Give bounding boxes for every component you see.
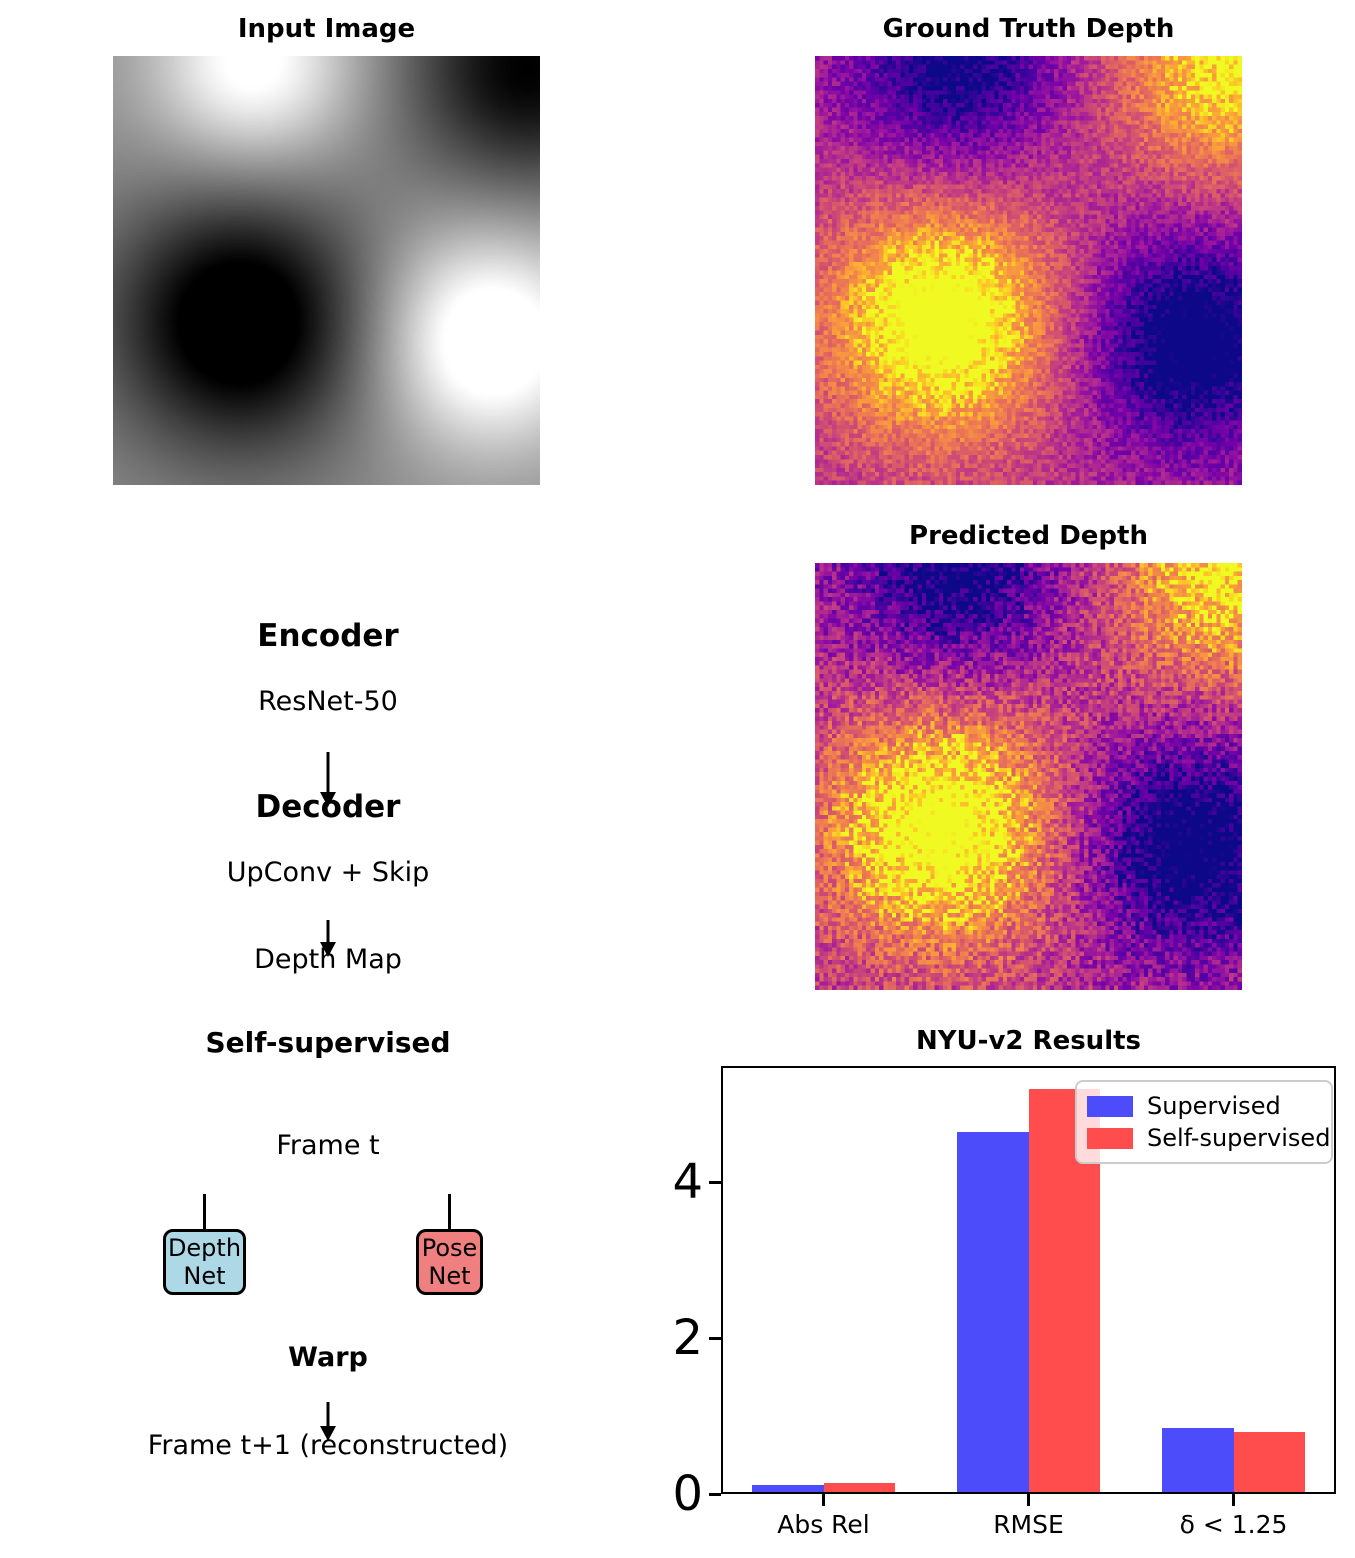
legend-entry-self-supervised: Self-supervised bbox=[1087, 1122, 1331, 1154]
plot-frame bbox=[721, 1066, 1336, 1494]
connector-line bbox=[448, 1194, 451, 1230]
predicted-depth-title: Predicted Depth bbox=[909, 521, 1148, 551]
bar-chart-plot-area: Supervised Self-supervised Abs Rel RMSE δ … bbox=[672, 1066, 1336, 1539]
x-tick-label: RMSE bbox=[993, 1510, 1064, 1539]
bar-supervised--1-25 bbox=[1161, 1427, 1234, 1494]
y-tick-mark bbox=[709, 1180, 721, 1184]
y-tick-label: 2 bbox=[672, 1310, 703, 1367]
legend-swatch-self-supervised bbox=[1087, 1127, 1133, 1149]
x-tick-mark bbox=[1232, 1494, 1235, 1506]
frame-t-label: Frame t bbox=[276, 1130, 380, 1161]
arrow-down-icon bbox=[320, 920, 336, 957]
depth-net-label-line1: Depth bbox=[167, 1234, 242, 1262]
decoder-subtitle: UpConv + Skip bbox=[226, 857, 430, 888]
depth-net-label-line2: Net bbox=[183, 1262, 226, 1290]
bar-self-supervised--1-25 bbox=[1233, 1431, 1306, 1494]
legend-entry-supervised: Supervised bbox=[1087, 1090, 1331, 1122]
y-tick-mark bbox=[709, 1336, 721, 1340]
bar-supervised-rmse bbox=[956, 1131, 1029, 1494]
arrow-down-icon bbox=[320, 1402, 336, 1441]
bar-self-supervised-abs-rel bbox=[823, 1483, 896, 1494]
x-tick-label: Abs Rel bbox=[777, 1510, 870, 1539]
input-image bbox=[113, 56, 540, 485]
arrow-down-icon bbox=[320, 752, 336, 807]
legend-label-self-supervised: Self-supervised bbox=[1147, 1124, 1331, 1152]
pose-net-label-line1: Pose bbox=[421, 1234, 478, 1262]
depth-net-box: Depth Net bbox=[163, 1229, 246, 1295]
y-tick-mark bbox=[709, 1492, 721, 1496]
self-supervised-title: Self-supervised bbox=[205, 1026, 451, 1059]
connector-line bbox=[203, 1194, 206, 1230]
ground-truth-depth-title: Ground Truth Depth bbox=[882, 14, 1175, 44]
input-image-title: Input Image bbox=[237, 14, 416, 44]
encoder-subtitle: ResNet-50 bbox=[258, 686, 398, 717]
chart-title: NYU-v2 Results bbox=[915, 1026, 1142, 1056]
chart-legend: Supervised Self-supervised bbox=[1075, 1080, 1333, 1164]
encoder-title: Encoder bbox=[257, 618, 399, 654]
pose-net-box: Pose Net bbox=[416, 1229, 483, 1295]
bar-supervised-abs-rel bbox=[751, 1485, 824, 1494]
predicted-depth-map bbox=[815, 563, 1242, 990]
x-tick-label: δ < 1.25 bbox=[1179, 1510, 1288, 1539]
x-tick-mark bbox=[1027, 1494, 1030, 1506]
legend-label-supervised: Supervised bbox=[1147, 1092, 1281, 1120]
pose-net-label-line2: Net bbox=[428, 1262, 471, 1290]
y-tick-label: 0 bbox=[672, 1466, 703, 1522]
ground-truth-depth-map bbox=[815, 56, 1242, 485]
legend-swatch-supervised bbox=[1087, 1095, 1133, 1117]
warp-label: Warp bbox=[288, 1342, 368, 1373]
x-tick-mark bbox=[822, 1494, 825, 1506]
y-tick-label: 4 bbox=[672, 1154, 703, 1211]
